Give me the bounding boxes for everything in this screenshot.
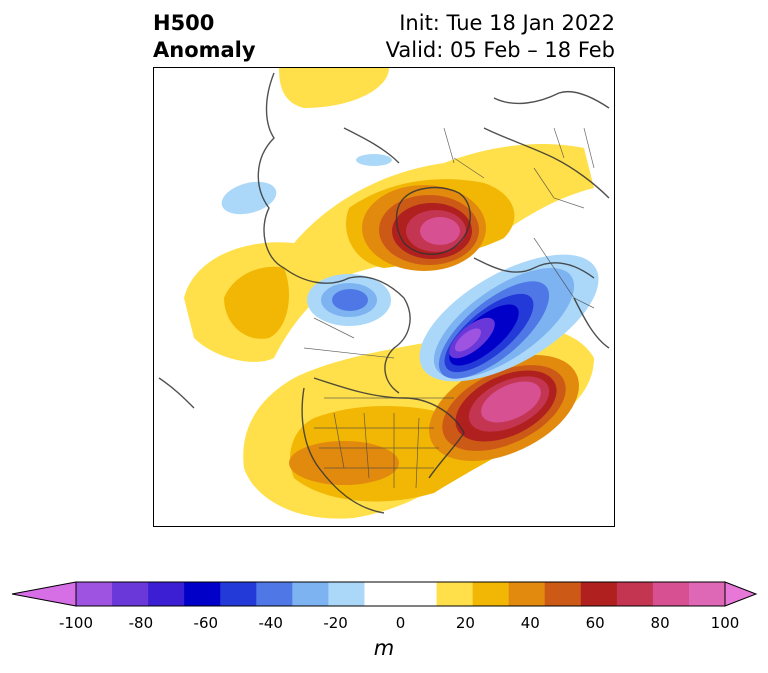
colorbar-tick-label: -40 xyxy=(258,614,283,632)
positive-center-atlantic xyxy=(429,355,579,461)
colorbar-segment xyxy=(112,582,149,606)
colorbar-segment xyxy=(364,582,401,606)
init-date: Init: Tue 18 Jan 2022 xyxy=(399,11,615,35)
colorbar-segment xyxy=(148,582,185,606)
colorbar-segment xyxy=(184,582,221,606)
valid-range: Valid: 05 Feb – 18 Feb xyxy=(385,38,615,62)
colorbar-segment xyxy=(328,582,365,606)
colorbar-extend-max xyxy=(724,581,758,607)
colorbar-segment xyxy=(616,582,654,606)
title-anomaly: Anomaly xyxy=(153,38,256,62)
title-left: H500 Anomaly xyxy=(153,10,256,64)
colorbar-segment xyxy=(508,582,546,606)
negative-center-alaska xyxy=(307,274,391,326)
colorbar-tick-label: -100 xyxy=(58,614,94,632)
coastlines xyxy=(158,72,610,514)
borders xyxy=(303,127,595,489)
title-right: Init: Tue 18 Jan 2022 Valid: 05 Feb – 18… xyxy=(386,10,615,64)
colorbar-svg xyxy=(11,581,758,607)
colorbar-segment xyxy=(652,582,690,606)
colorbar-tick-label: -20 xyxy=(323,614,348,632)
colorbar-tick-label: 100 xyxy=(710,614,740,632)
colorbar-outline xyxy=(75,581,726,607)
colorbar-segment xyxy=(256,582,293,606)
colorbar-extend-min xyxy=(11,581,77,607)
colorbar-tick-label: 40 xyxy=(520,614,540,632)
colorbar-segment xyxy=(544,582,582,606)
negative-center-arctic xyxy=(419,254,599,382)
map-panel xyxy=(153,67,615,527)
colorbar-tick-labels: -100 -80 -60 -40 -20 0 20 40 60 80 100 xyxy=(0,614,768,634)
colorbar xyxy=(10,578,758,614)
colorbar-tick-label: -80 xyxy=(128,614,154,632)
colorbar-segment xyxy=(436,582,474,606)
colorbar-segment xyxy=(220,582,257,606)
colorbar-tick-label: 20 xyxy=(455,614,475,632)
colorbar-segment xyxy=(400,582,438,606)
positive-center-us xyxy=(289,441,399,485)
colorbar-segment xyxy=(688,582,726,606)
colorbar-segment xyxy=(580,582,618,606)
anomaly-map xyxy=(158,68,610,519)
colorbar-unit: m xyxy=(373,636,395,660)
colorbar-segment xyxy=(472,582,510,606)
colorbar-segment xyxy=(292,582,329,606)
colorbar-segment xyxy=(76,582,113,606)
colorbar-tick-label: 60 xyxy=(585,614,605,632)
colorbar-tick-label: -60 xyxy=(193,614,219,632)
negative-center-pacific xyxy=(221,154,392,215)
colorbar-tick-label: 0 xyxy=(395,614,406,632)
title-field: H500 xyxy=(153,11,215,35)
colorbar-tick-label: 80 xyxy=(650,614,670,632)
positive-center-greenland xyxy=(362,185,486,271)
